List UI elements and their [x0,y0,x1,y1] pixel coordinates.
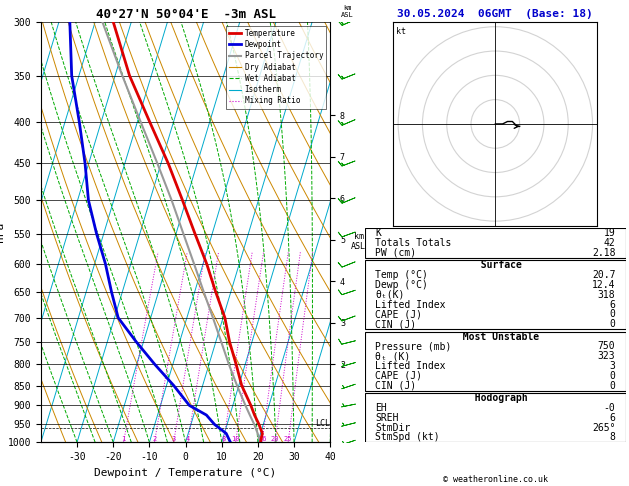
Text: © weatheronline.co.uk: © weatheronline.co.uk [443,474,548,484]
Text: 30.05.2024  06GMT  (Base: 18): 30.05.2024 06GMT (Base: 18) [398,9,593,19]
Text: 318: 318 [598,290,615,300]
Text: Hodograph: Hodograph [463,393,528,403]
Text: CIN (J): CIN (J) [376,319,416,329]
Text: 8: 8 [610,433,615,442]
Text: 6: 6 [610,299,615,310]
Text: θₜ (K): θₜ (K) [376,351,411,361]
Text: PW (cm): PW (cm) [376,248,416,258]
Text: 6: 6 [610,413,615,423]
Text: 20: 20 [270,436,279,442]
Text: km
ASL: km ASL [341,5,354,18]
Text: 4: 4 [186,436,190,442]
Text: 16: 16 [258,436,266,442]
X-axis label: Dewpoint / Temperature (°C): Dewpoint / Temperature (°C) [94,468,277,478]
Text: Lifted Index: Lifted Index [376,361,446,371]
Bar [365,393,626,442]
Text: LCL: LCL [315,419,330,428]
Text: EH: EH [376,403,387,413]
Text: Lifted Index: Lifted Index [376,299,446,310]
Title: 40°27'N 50°04'E  -3m ASL: 40°27'N 50°04'E -3m ASL [96,8,276,21]
Text: 0: 0 [610,319,615,329]
Text: 0: 0 [610,310,615,319]
Text: Dewp (°C): Dewp (°C) [376,280,428,290]
Bar [365,260,626,329]
Y-axis label: hPa: hPa [0,222,5,242]
Text: 323: 323 [598,351,615,361]
Text: Most Unstable: Most Unstable [451,331,540,342]
Text: K: K [376,228,381,238]
Text: 0: 0 [610,381,615,391]
Bar [365,332,626,391]
Text: 19: 19 [604,228,615,238]
Legend: Temperature, Dewpoint, Parcel Trajectory, Dry Adiabat, Wet Adiabat, Isotherm, Mi: Temperature, Dewpoint, Parcel Trajectory… [226,26,326,108]
Text: 20.7: 20.7 [592,270,615,280]
Text: StmDir: StmDir [376,422,411,433]
Text: CAPE (J): CAPE (J) [376,310,422,319]
Text: 8: 8 [221,436,226,442]
Text: 3: 3 [172,436,175,442]
Text: θₜ(K): θₜ(K) [376,290,404,300]
Y-axis label: km
ASL: km ASL [352,232,366,251]
Text: kt: kt [396,27,406,36]
Text: 25: 25 [284,436,292,442]
Text: 0: 0 [610,371,615,381]
Text: Pressure (mb): Pressure (mb) [376,342,452,351]
Text: 1: 1 [121,436,126,442]
Text: -0: -0 [604,403,615,413]
Text: CIN (J): CIN (J) [376,381,416,391]
Text: Temp (°C): Temp (°C) [376,270,428,280]
Text: 2: 2 [152,436,157,442]
Text: 750: 750 [598,342,615,351]
Text: Surface: Surface [469,260,522,270]
Text: SREH: SREH [376,413,399,423]
Text: Totals Totals: Totals Totals [376,238,452,248]
Text: 10: 10 [231,436,240,442]
Text: 3: 3 [610,361,615,371]
Text: CAPE (J): CAPE (J) [376,371,422,381]
Text: 42: 42 [604,238,615,248]
Text: 265°: 265° [592,422,615,433]
Bar [365,228,626,258]
Text: 2.18: 2.18 [592,248,615,258]
Text: 12.4: 12.4 [592,280,615,290]
Text: StmSpd (kt): StmSpd (kt) [376,433,440,442]
